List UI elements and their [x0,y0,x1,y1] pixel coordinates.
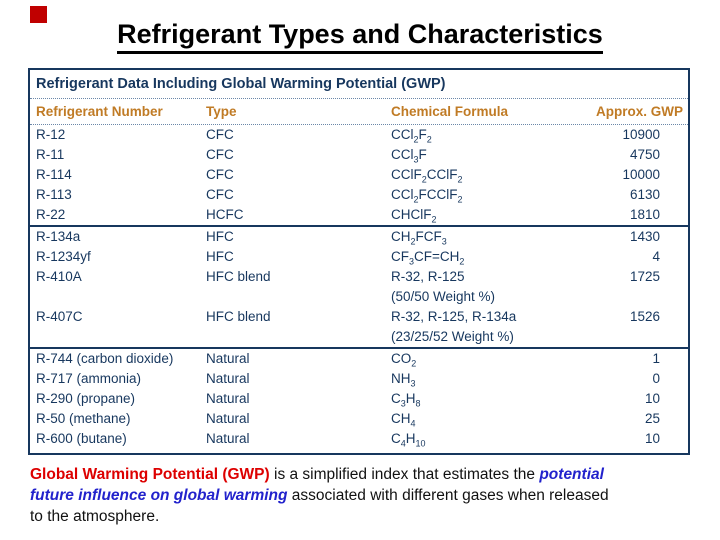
cell-approx-gwp: 10000 [622,167,660,182]
table-row: R-12 CFC CCl2F2 10900 [30,125,688,145]
cell-approx-gwp: 10 [644,431,660,446]
cell-type: HFC blend [206,309,271,324]
table-row: R-717 (ammonia) Natural NH3 0 [30,369,688,389]
cell-approx-gwp: 10900 [622,127,660,142]
cell-approx-gwp: 4 [652,249,660,264]
refrigerant-table: Refrigerant Data Including Global Warmin… [28,68,690,455]
cell-formula-line2: (23/25/52 Weight %) [391,329,514,344]
cell-approx-gwp: 10 [644,391,660,406]
cell-chemical-formula: R-32, R-125 (50/50 Weight %) [391,267,588,307]
footer-segment: Global Warming Potential (GWP) [30,466,270,483]
cell-chemical-formula: CCl2FCClF2 [391,187,463,205]
table-row: R-22 HCFC CHClF2 1810 [30,205,688,225]
table-group: R-12 CFC CCl2F2 10900 R-11 CFC CCl3F 4750 R-114 C… [30,125,688,225]
cell-formula-line2: (50/50 Weight %) [391,289,496,304]
table-row: R-134a HFC CH2FCF3 1430 [30,227,688,247]
cell-approx-gwp: 1526 [629,309,660,324]
cell-chemical-formula: C4H10 [391,431,426,449]
cell-chemical-formula: NH3 [391,371,416,389]
page-title: Refrigerant Types and Characteristics [0,19,720,54]
cell-refrigerant-number: R-22 [36,207,66,222]
cell-refrigerant-number: R-114 [36,167,72,182]
table-body: R-12 CFC CCl2F2 10900 R-11 CFC CCl3F 4750 R-114 C… [30,125,688,453]
cell-type: Natural [206,371,250,386]
cell-refrigerant-number: R-744 (carbon dioxide) [36,351,174,366]
table-row: R-113 CFC CCl2FCClF2 6130 [30,185,688,205]
cell-type: Natural [206,411,250,426]
table-row: R-410A HFC blend R-32, R-125 (50/50 Weight … [30,267,688,307]
column-header-approx-gwp: Approx. GWP [596,104,683,119]
cell-refrigerant-number: R-407C [36,309,83,324]
table-row: R-407C HFC blend R-32, R-125, R-134a (23/25… [30,307,688,347]
column-header-chemical-formula: Chemical Formula [391,104,509,119]
cell-approx-gwp: 1 [652,351,660,366]
table-title: Refrigerant Data Including Global Warmin… [30,70,688,99]
table-row: R-600 (butane) Natural C4H10 10 [30,429,688,449]
table-row: R-744 (carbon dioxide) Natural CO2 1 [30,349,688,369]
footer-segment: to the atmosphere. [30,508,160,525]
cell-refrigerant-number: R-12 [36,127,66,142]
cell-type: CFC [206,127,234,142]
cell-approx-gwp: 0 [652,371,660,386]
cell-chemical-formula: CF3CF=CH2 [391,249,465,267]
footer-segment: is a simplified index that estimates the [269,466,540,483]
page-title-text: Refrigerant Types and Characteristics [117,19,603,54]
cell-chemical-formula: CH2FCF3 [391,229,447,247]
cell-chemical-formula: CO2 [391,351,417,369]
footer-segment: associated with different gases when rel… [287,487,609,504]
table-row: R-114 CFC CClF2CClF2 10000 [30,165,688,185]
footer-segment: potential [539,466,604,483]
table-row: R-290 (propane) Natural C3H8 10 [30,389,688,409]
cell-chemical-formula: CHClF2 [391,207,437,225]
footer-line: future influence on global warming assoc… [30,485,710,506]
cell-chemical-formula: CClF2CClF2 [391,167,463,185]
red-corner-marker [30,6,47,23]
cell-type: CFC [206,167,234,182]
footer-note: Global Warming Potential (GWP) is a simp… [30,464,710,527]
cell-type: CFC [206,187,234,202]
cell-type: Natural [206,431,250,446]
cell-approx-gwp: 1725 [629,269,660,284]
cell-refrigerant-number: R-11 [36,147,65,162]
cell-chemical-formula: R-32, R-125, R-134a (23/25/52 Weight %) [391,307,588,347]
cell-refrigerant-number: R-717 (ammonia) [36,371,142,386]
cell-type: HFC [206,229,234,244]
cell-refrigerant-number: R-600 (butane) [36,431,127,446]
cell-approx-gwp: 4750 [629,147,660,162]
cell-refrigerant-number: R-410A [36,269,82,284]
table-row: R-1234yf HFC CF3CF=CH2 4 [30,247,688,267]
cell-type: Natural [206,351,250,366]
cell-type: HFC [206,249,234,264]
cell-refrigerant-number: R-134a [36,229,81,244]
cell-chemical-formula: CCl3F [391,147,427,165]
cell-refrigerant-number: R-290 (propane) [36,391,136,406]
cell-chemical-formula: CCl2F2 [391,127,432,145]
table-group: R-744 (carbon dioxide) Natural CO2 1 R-717 (… [30,347,688,453]
cell-approx-gwp: 1810 [629,207,660,222]
cell-refrigerant-number: R-1234yf [36,249,91,264]
cell-approx-gwp: 1430 [629,229,660,244]
cell-type: HCFC [206,207,244,222]
cell-chemical-formula: C3H8 [391,391,421,409]
table-group: R-134a HFC CH2FCF3 1430 R-1234yf HFC CF3CF=CH2… [30,225,688,347]
column-header-refrigerant-number: Refrigerant Number [36,104,163,119]
cell-approx-gwp: 25 [644,411,660,426]
footer-segment: future influence on global warming [30,487,288,504]
cell-approx-gwp: 6130 [629,187,660,202]
cell-refrigerant-number: R-50 (methane) [36,411,131,426]
cell-chemical-formula: CH4 [391,411,416,429]
table-header-row: Refrigerant Number Type Chemical Formula Ap… [30,99,688,125]
cell-refrigerant-number: R-113 [36,187,72,202]
cell-type: CFC [206,147,234,162]
column-header-type: Type [206,104,237,119]
table-row: R-50 (methane) Natural CH4 25 [30,409,688,429]
footer-line: to the atmosphere. [30,506,710,527]
table-row: R-11 CFC CCl3F 4750 [30,145,688,165]
cell-type: HFC blend [206,269,271,284]
footer-line: Global Warming Potential (GWP) is a simp… [30,464,710,485]
cell-type: Natural [206,391,250,406]
